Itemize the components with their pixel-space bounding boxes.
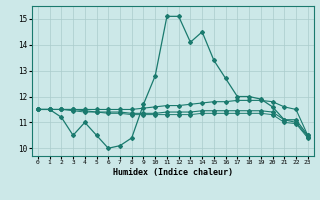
X-axis label: Humidex (Indice chaleur): Humidex (Indice chaleur) — [113, 168, 233, 177]
